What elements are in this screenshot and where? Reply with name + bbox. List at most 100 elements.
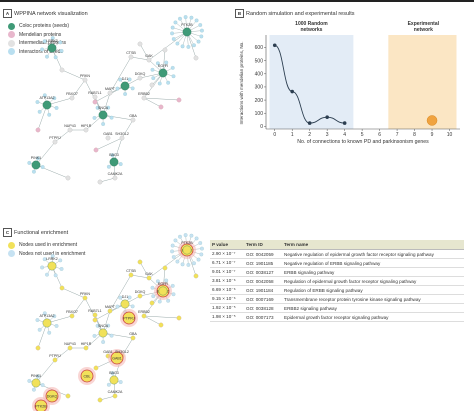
interactor-node xyxy=(53,273,58,278)
interactor-node xyxy=(109,115,114,120)
network-edge xyxy=(143,97,180,101)
experimental-network-band xyxy=(388,35,457,129)
intermediate-node xyxy=(130,117,136,123)
intermediate-node xyxy=(141,313,147,319)
interactor-node xyxy=(194,18,199,23)
interactor-node xyxy=(92,116,97,120)
node-label: GAB1 xyxy=(103,350,113,354)
node-label: NUP43 xyxy=(64,342,76,346)
intermediate-node xyxy=(119,135,125,141)
interactor-node xyxy=(170,65,175,70)
interactor-node xyxy=(118,162,123,166)
interactor-node xyxy=(118,295,123,300)
network-edge xyxy=(61,69,86,81)
network-graph-a: PTK2B EGFR LRRK2 SNCA ATP13A2 DJ1 PINK1 BAG3 CTS… xyxy=(27,15,204,185)
node-label: PTPRJ xyxy=(49,354,61,358)
cell-pvalue: 9.01 × 10⁻⁷ xyxy=(210,267,244,277)
network-edge xyxy=(102,114,134,121)
network-edge xyxy=(148,31,188,61)
node-label: PTPRJ xyxy=(49,136,61,140)
intermediate-node xyxy=(69,95,75,101)
interactor-node xyxy=(42,257,47,262)
interactor-node xyxy=(150,285,155,290)
cell-pvalue: 6.71 × 10⁻⁷ xyxy=(210,258,244,268)
interactor-node xyxy=(106,164,111,169)
seed-node xyxy=(42,100,52,110)
intermediate-node xyxy=(97,397,103,403)
legend-label: Coloc proteins (seeds) xyxy=(19,23,70,30)
panel-a-tag: A xyxy=(3,9,12,18)
network-edge xyxy=(61,287,86,299)
interactor-node xyxy=(196,257,201,262)
mendelian-node xyxy=(176,97,182,103)
seed-node xyxy=(98,110,108,120)
node-label: ATP13A2 xyxy=(39,314,54,318)
mendelian-node xyxy=(158,104,164,110)
random-series-point xyxy=(325,115,329,119)
interactor-node xyxy=(175,259,180,264)
cell-pvalue: 9.15 × 10⁻⁶ xyxy=(210,294,244,304)
node-label: SNCA xyxy=(98,106,109,110)
col-header-term-name: Term name xyxy=(282,240,464,250)
intermediate-node xyxy=(112,175,118,181)
node-label: GBA xyxy=(129,332,137,336)
cell-term-id: GO: 0007169 xyxy=(244,294,282,304)
node-label: PTK2B xyxy=(181,241,193,245)
intermediate-node xyxy=(149,300,155,306)
y-tick-label: 200 xyxy=(255,98,264,104)
mendelian-node xyxy=(158,322,164,328)
node-label: MAPT xyxy=(105,87,116,91)
x-tick-label: 8 xyxy=(413,132,416,138)
enrichment-table: P value Term ID Term name 2.90 × 10⁻⁷ GO:… xyxy=(210,240,464,322)
interactor-node xyxy=(32,387,36,392)
interactor-node xyxy=(180,262,185,267)
interactor-node xyxy=(194,236,199,241)
node-label: EGFR xyxy=(158,282,168,286)
network-edge xyxy=(109,56,132,94)
seed-node xyxy=(182,27,192,37)
intermediate-node xyxy=(128,54,134,60)
interactor-node xyxy=(150,67,155,72)
cell-term-id: GO: 0042059 xyxy=(244,249,282,259)
interactor-node xyxy=(115,304,120,309)
mendelian-node xyxy=(35,345,41,351)
table-row: 2.90 × 10⁻⁷ GO: 0042059 Negative regulatio… xyxy=(210,249,464,259)
node-label: ERBB2 xyxy=(138,310,150,314)
interactor-node xyxy=(59,49,64,53)
cell-term-name: ERBB2 signaling pathway xyxy=(282,303,464,313)
random-series-point xyxy=(290,89,295,94)
legend-label: Mendelian proteins xyxy=(19,31,62,38)
random-band-label: 1000 Random xyxy=(295,21,328,27)
panel-c-legend: Nodes used in enrichment Nodes not used … xyxy=(8,241,85,258)
seed-node xyxy=(158,68,168,78)
cell-term-id: GO: 0038127 xyxy=(244,267,282,277)
interactor-node xyxy=(192,261,196,266)
seed-node xyxy=(47,43,57,53)
y-tick-label: 100 xyxy=(255,111,264,117)
legend-item-not-used: Nodes not used in enrichment xyxy=(8,250,85,259)
x-tick-label: 7 xyxy=(396,132,399,138)
seed-node xyxy=(120,299,130,309)
intermediate-node xyxy=(69,313,75,319)
legend-swatch xyxy=(8,22,15,30)
experimental-band-label: network xyxy=(414,27,433,33)
node-label: DJ1 xyxy=(122,77,128,81)
intermediate-node xyxy=(59,285,65,291)
node-label: SH3GL2 xyxy=(115,350,129,354)
node-label: MAPT xyxy=(105,305,116,309)
interactor-node xyxy=(110,371,115,376)
mendelian-node xyxy=(176,315,182,321)
intermediate-node xyxy=(162,47,168,53)
x-tick-label: 0 xyxy=(273,132,276,138)
interactor-node xyxy=(200,28,204,33)
network-edge xyxy=(95,137,123,151)
intermediate-node xyxy=(65,393,71,399)
intermediate-node xyxy=(112,393,118,399)
panel-b-tag: B xyxy=(235,9,244,18)
x-tick-label: 2 xyxy=(308,132,311,138)
intermediate-node xyxy=(137,293,143,299)
network-edge xyxy=(37,322,48,349)
panel-b-title-text: Random simulation and experimental resul… xyxy=(246,10,355,17)
enrichment-node-label: PTPRJ xyxy=(123,316,135,320)
interactor-node xyxy=(36,156,40,161)
